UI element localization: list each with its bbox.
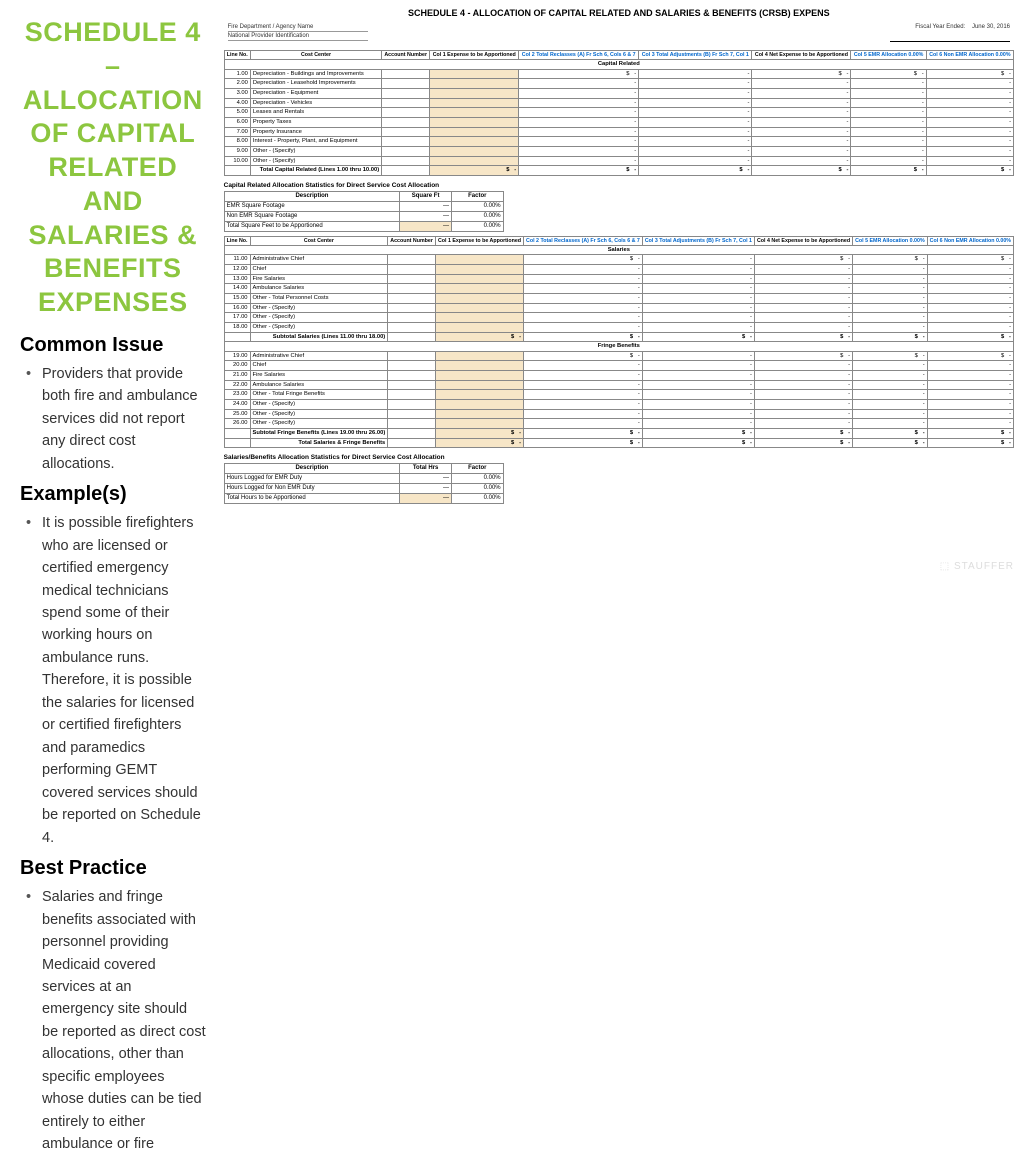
meta-npi: National Provider Identification bbox=[228, 33, 368, 41]
table-row: 23.00Other - Total Fringe Benefits - - -… bbox=[224, 390, 1013, 400]
bullet-example: It is possible firefighters who are lice… bbox=[26, 512, 206, 849]
meta-agency: Fire Department / Agency Name bbox=[228, 24, 368, 32]
table-row: 13.00Fire Salaries - - - - - bbox=[224, 274, 1013, 284]
alloc2-caption: Salaries/Benefits Allocation Statistics … bbox=[224, 452, 504, 463]
total-row: Subtotal Fringe Benefits (Lines 19.00 th… bbox=[224, 429, 1013, 439]
table-row: 1.00Depreciation - Buildings and Improve… bbox=[224, 69, 1013, 79]
table-row: EMR Square Footage — 0.00% bbox=[224, 201, 503, 211]
table-row: 17.00Other - (Specify) - - - - - bbox=[224, 313, 1013, 323]
table-capital: Line No. Cost Center Account Number Col … bbox=[224, 50, 1014, 176]
watermark: ⬚ STAUFFER bbox=[940, 561, 1014, 572]
table-row: 16.00Other - (Specify) - - - - - bbox=[224, 303, 1013, 313]
form-heading: SCHEDULE 4 - ALLOCATION OF CAPITAL RELAT… bbox=[224, 8, 1014, 18]
table-row: 3.00Depreciation - Equipment - - - - - bbox=[224, 89, 1013, 99]
table-row: 19.00Administrative Chief $ - - $ - $ - … bbox=[224, 351, 1013, 361]
table-row: Total Square Feet to be Apportioned — 0.… bbox=[224, 221, 503, 231]
table-row: 18.00Other - (Specify) - - - - - bbox=[224, 322, 1013, 332]
form-panel: SCHEDULE 4 - ALLOCATION OF CAPITAL RELAT… bbox=[218, 0, 1024, 576]
slide-title: SCHEDULE 4 – ALLOCATION OF CAPITAL RELAT… bbox=[20, 16, 206, 320]
heading-examples: Example(s) bbox=[20, 483, 206, 506]
total-row: Total Salaries & Fringe Benefits $ - $ -… bbox=[224, 438, 1013, 448]
bullet-issue: Providers that provide both fire and amb… bbox=[26, 363, 206, 475]
table-row: Total Hours to be Apportioned — 0.00% bbox=[224, 494, 503, 504]
total-row: Total Capital Related (Lines 1.00 thru 1… bbox=[224, 166, 1013, 176]
table-row: 14.00Ambulance Salaries - - - - - bbox=[224, 284, 1013, 294]
table-row: 24.00Other - (Specify) - - - - - bbox=[224, 400, 1013, 410]
table-row: Hours Logged for EMR Duty — 0.00% bbox=[224, 474, 503, 484]
table-row: 25.00Other - (Specify) - - - - - bbox=[224, 409, 1013, 419]
table-alloc-salaries: Salaries/Benefits Allocation Statistics … bbox=[224, 452, 504, 504]
table-row: 20.00Chief - - - - - bbox=[224, 361, 1013, 371]
table-row: 2.00Depreciation - Leasehold Improvement… bbox=[224, 79, 1013, 89]
table-row: 5.00Leases and Rentals - - - - - bbox=[224, 108, 1013, 118]
table-row: Hours Logged for Non EMR Duty — 0.00% bbox=[224, 484, 503, 494]
table-row: 22.00Ambulance Salaries - - - - - bbox=[224, 380, 1013, 390]
table-row: 15.00Other - Total Personnel Costs - - -… bbox=[224, 293, 1013, 303]
table-row: 21.00Fire Salaries - - - - - bbox=[224, 371, 1013, 381]
col-header-row-2: Line No. Cost Center Account Number Col … bbox=[224, 236, 1013, 245]
table-row: 4.00Depreciation - Vehicles - - - - - bbox=[224, 98, 1013, 108]
table-row: Non EMR Square Footage — 0.00% bbox=[224, 211, 503, 221]
table-salaries-fringe: Line No. Cost Center Account Number Col … bbox=[224, 236, 1014, 449]
table-row: 7.00Property Insurance - - - - - bbox=[224, 127, 1013, 137]
bullet-best-practice: Salaries and fringe benefits associated … bbox=[26, 886, 206, 1152]
table-row: 12.00Chief - - - - - bbox=[224, 264, 1013, 274]
table-row: 26.00Other - (Specify) - - - - - bbox=[224, 419, 1013, 429]
heading-common-issue: Common Issue bbox=[20, 334, 206, 357]
table-row: 10.00Other - (Specify) - - - - - bbox=[224, 156, 1013, 166]
left-text-panel: SCHEDULE 4 – ALLOCATION OF CAPITAL RELAT… bbox=[0, 0, 218, 576]
heading-best-practice: Best Practice bbox=[20, 857, 206, 880]
table-row: 11.00Administrative Chief $ - - $ - $ - … bbox=[224, 255, 1013, 265]
table-row: 6.00Property Taxes - - - - - bbox=[224, 118, 1013, 128]
table-row: 8.00Interest - Property, Plant, and Equi… bbox=[224, 137, 1013, 147]
meta-fy-label: Fiscal Year Ended: bbox=[915, 24, 965, 30]
meta-fy-value: June 30, 2016 bbox=[972, 24, 1010, 30]
form-meta: Fire Department / Agency Name National P… bbox=[224, 22, 1014, 46]
col-header-row: Line No. Cost Center Account Number Col … bbox=[224, 51, 1013, 60]
total-row: Subtotal Salaries (Lines 11.00 thru 18.0… bbox=[224, 332, 1013, 342]
alloc1-caption: Capital Related Allocation Statistics fo… bbox=[224, 180, 504, 191]
table-alloc-capital: Capital Related Allocation Statistics fo… bbox=[224, 180, 504, 232]
table-row: 9.00Other - (Specify) - - - - - bbox=[224, 146, 1013, 156]
